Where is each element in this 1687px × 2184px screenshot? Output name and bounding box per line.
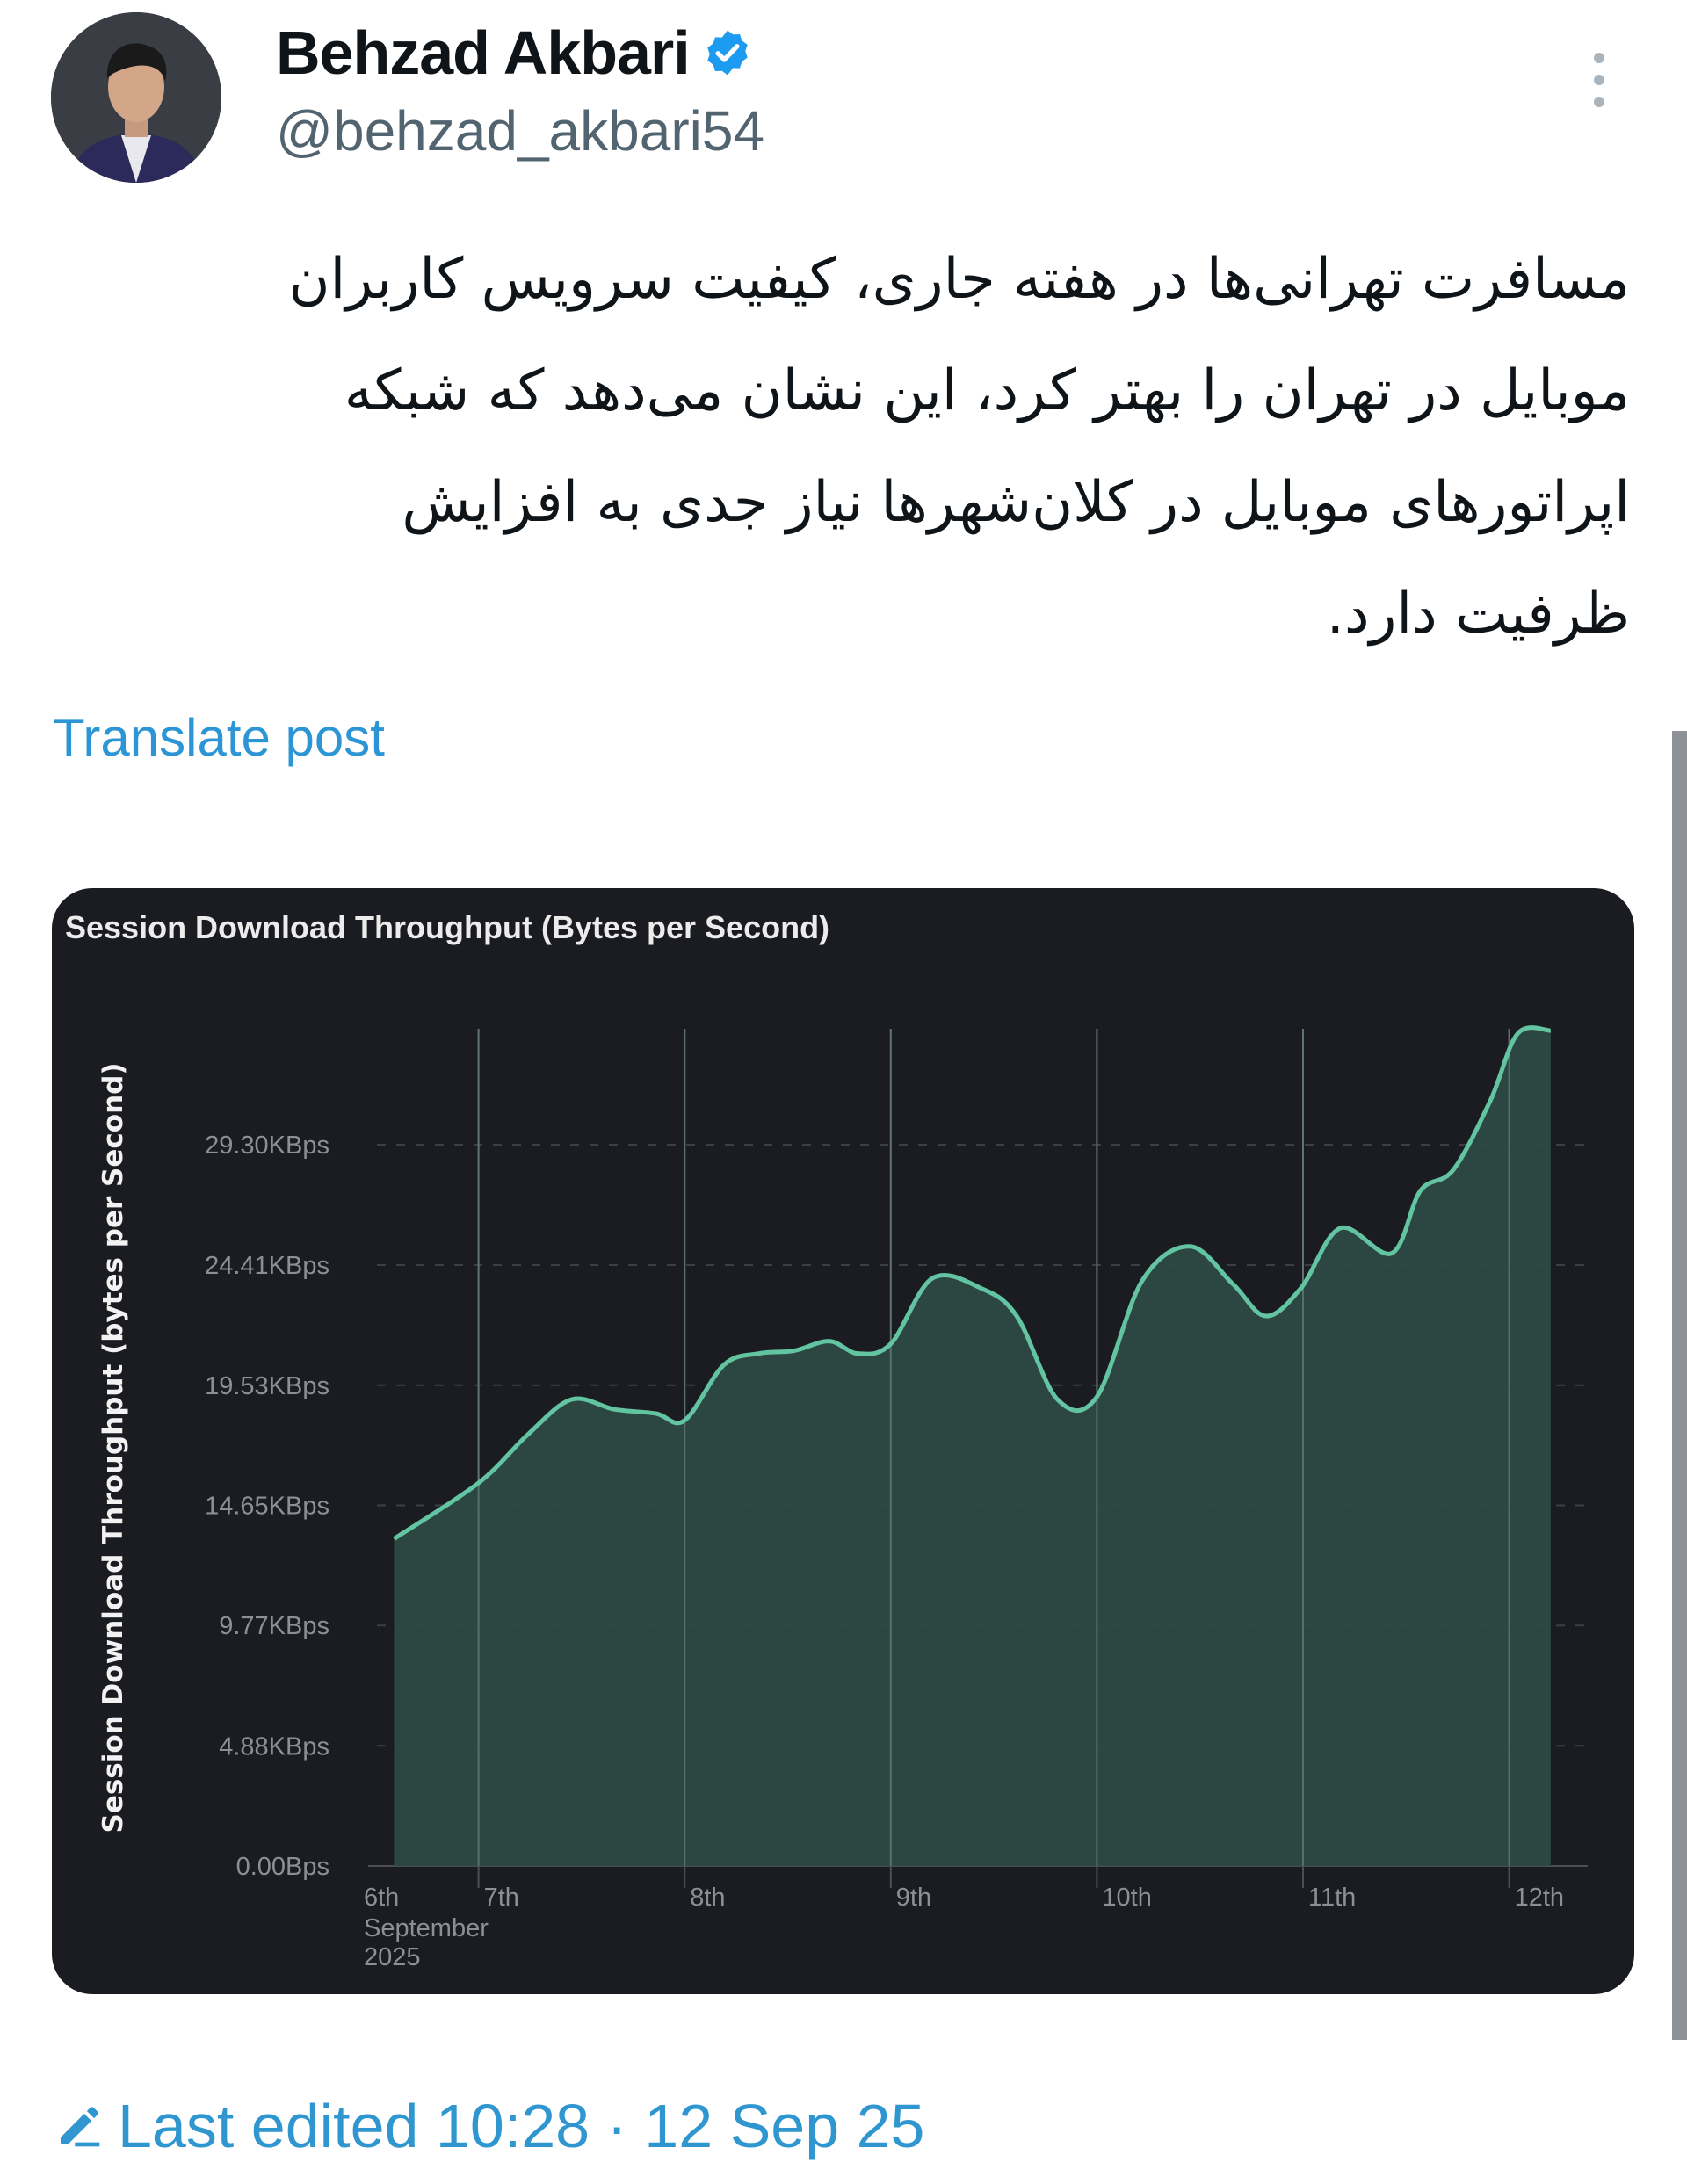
- x-tick-label: 6th: [364, 1884, 399, 1912]
- last-edited-text: Last edited 10:28 · 12 Sep 25: [118, 2092, 925, 2160]
- last-edited[interactable]: Last edited 10:28 · 12 Sep 25: [54, 2091, 924, 2161]
- y-tick-label: 14.65KBps: [205, 1493, 329, 1521]
- post-text: مسافرت تهرانی‌ها در هفته جاری، کیفیت سرو…: [70, 224, 1630, 670]
- chart-image[interactable]: Session Download Throughput (Bytes per S…: [52, 888, 1634, 1994]
- x-tick-label: 8th: [690, 1884, 725, 1912]
- author-handle[interactable]: @behzad_akbari54: [276, 99, 765, 163]
- pencil-icon: [61, 2107, 100, 2147]
- post-text-line: اپراتورهای موبایل در کلان‌شهرها نیاز جدی…: [402, 470, 1630, 535]
- more-vertical-icon[interactable]: [1589, 49, 1610, 111]
- y-tick-label: 19.53KBps: [205, 1372, 329, 1400]
- author-name[interactable]: Behzad Akbari: [276, 18, 691, 87]
- translate-post-link[interactable]: Translate post: [53, 708, 385, 767]
- author-name-row[interactable]: Behzad Akbari: [276, 18, 753, 88]
- avatar[interactable]: [51, 12, 221, 183]
- series-line: [393, 1025, 1552, 1541]
- post-text-line: ظرفیت دارد.: [1326, 582, 1630, 647]
- y-tick-label: 9.77KBps: [219, 1612, 329, 1640]
- chart: Session Download Throughput (Bytes per S…: [65, 909, 1588, 1971]
- post-text-line: مسافرت تهرانی‌ها در هفته جاری، کیفیت سرو…: [288, 247, 1630, 312]
- y-tick-label: 24.41KBps: [205, 1252, 329, 1280]
- verified-badge-icon: [706, 30, 748, 76]
- x-tick-sublabel: 2025: [364, 1943, 421, 1971]
- x-tick-label: 10th: [1102, 1884, 1151, 1912]
- x-tick-label: 9th: [896, 1884, 931, 1912]
- y-axis-label: Session Download Throughput (bytes per S…: [98, 1062, 129, 1833]
- y-tick-label: 29.30KBps: [205, 1132, 329, 1160]
- x-tick-sublabel: September: [364, 1914, 489, 1942]
- x-tick-label: 12th: [1515, 1884, 1564, 1912]
- y-tick-label: 0.00Bps: [236, 1853, 329, 1881]
- y-tick-label: 4.88KBps: [219, 1732, 329, 1761]
- post-text-line: موبایل در تهران را بهتر کرد، این نشان می…: [344, 358, 1630, 423]
- area-fill: [394, 1027, 1551, 1866]
- avatar-image: [51, 12, 221, 183]
- chart-title: Session Download Throughput (Bytes per S…: [65, 909, 829, 945]
- scrollbar[interactable]: [1672, 731, 1687, 2040]
- x-tick-label: 11th: [1308, 1884, 1356, 1912]
- x-tick-label: 7th: [484, 1884, 519, 1912]
